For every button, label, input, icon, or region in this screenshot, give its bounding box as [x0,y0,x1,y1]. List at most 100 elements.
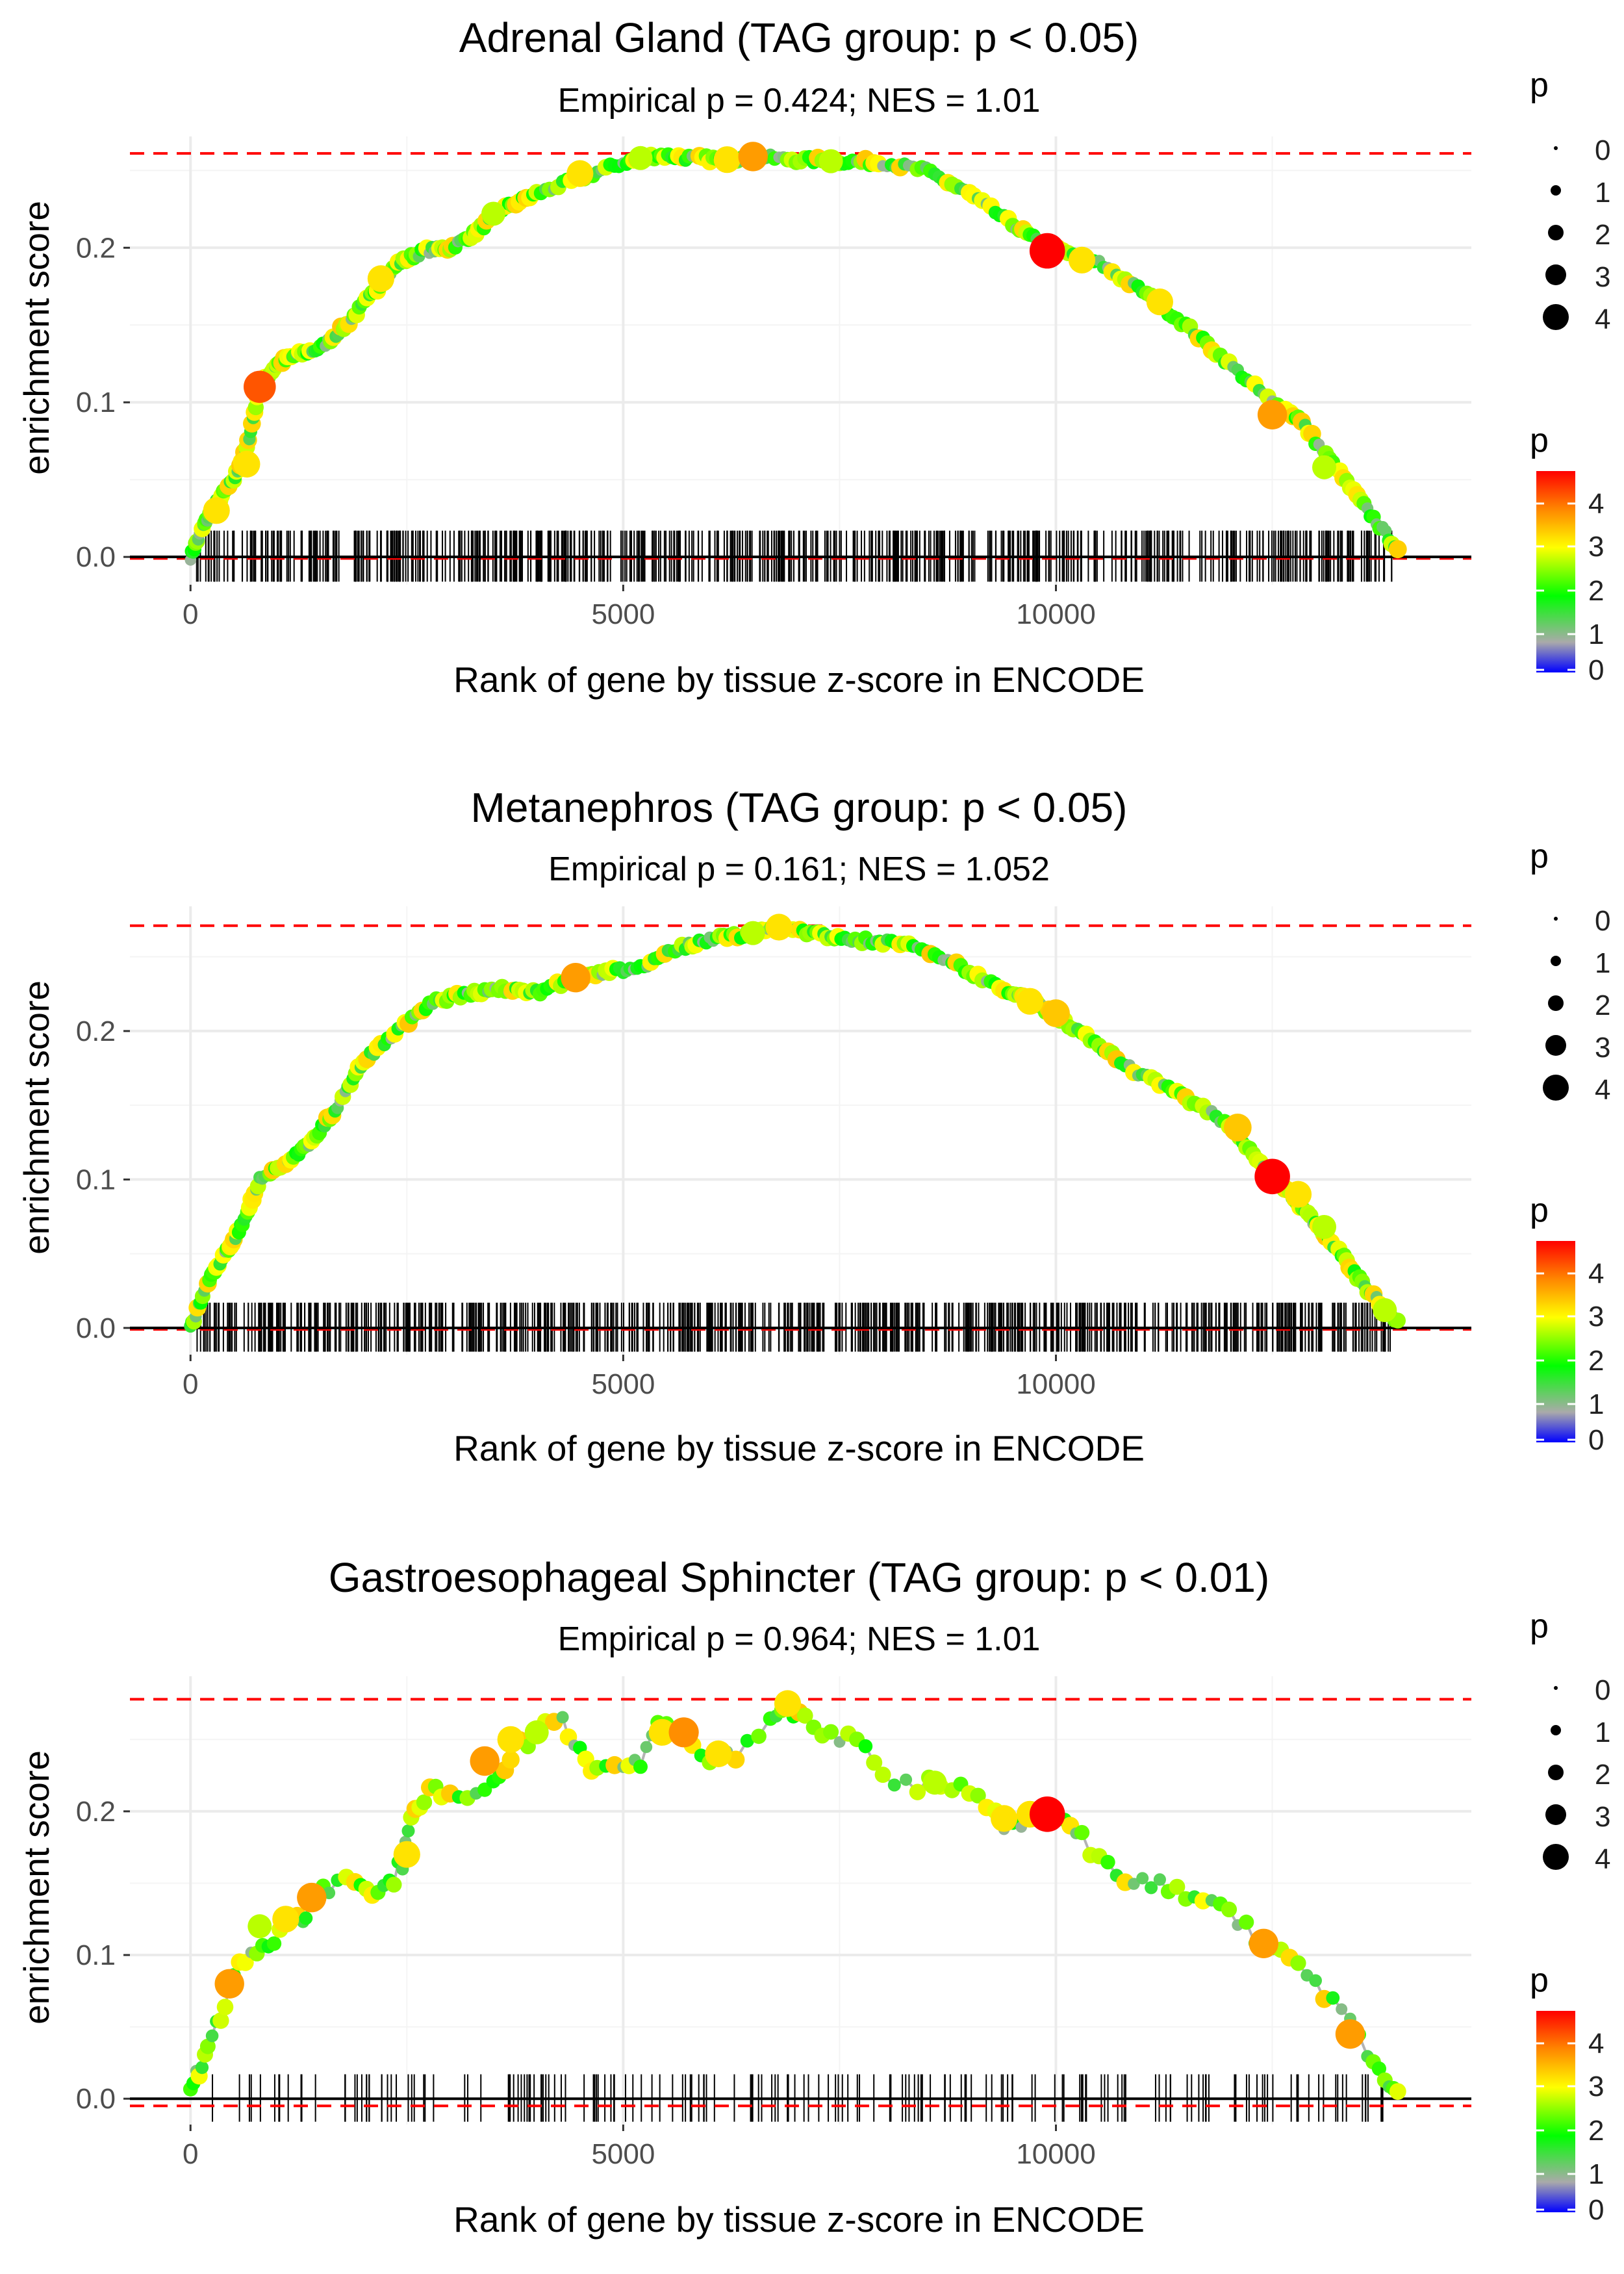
es-point [796,1707,813,1724]
size-legend-label: 2 [1595,1759,1610,1791]
size-legend-dot [1551,1725,1561,1735]
es-point [266,1936,282,1951]
size-legend-dot [1543,1075,1569,1101]
plot-area: 0 5000 10000 0.0 0.1 0.2 [76,1676,1471,2170]
es-point-highlight [1016,988,1044,1015]
size-legend: p 0 1 2 3 4 [1530,837,1610,1106]
y-tick-label: 0.2 [76,232,116,264]
es-point-highlight [648,1718,676,1746]
color-legend-label: 1 [1588,1388,1604,1420]
es-point-highlight [561,963,590,993]
es-point [633,1759,648,1774]
size-legend-dot [1554,917,1558,921]
plot-area: 0 5000 10000 0.0 0.1 0.2 [76,136,1471,630]
es-point [401,1824,415,1837]
size-legend: p 0 1 2 3 4 [1530,66,1610,335]
es-point-highlight [668,1717,699,1748]
es-point [416,1794,433,1811]
es-point [970,1787,986,1804]
chart-subtitle: Empirical p = 0.161; NES = 1.052 [548,850,1050,888]
es-point [199,2038,216,2054]
size-legend-label: 4 [1595,1843,1610,1875]
es-point-highlight [1312,455,1336,479]
color-legend-label: 4 [1588,1258,1604,1290]
color-legend-label: 2 [1588,2115,1604,2147]
es-point [1074,1824,1090,1841]
x-tick-label: 5000 [591,2138,655,2170]
es-point [205,2029,219,2043]
es-point [386,1876,402,1893]
size-legend-label: 0 [1595,905,1610,937]
es-point-highlight [991,1805,1018,1832]
chart-title: Adrenal Gland (TAG group: p < 0.05) [459,14,1139,61]
y-tick-label: 0.1 [76,1939,116,1971]
es-point [1371,2061,1386,2076]
size-legend-dot [1551,956,1561,966]
es-point-highlight [566,160,594,187]
color-bar [1536,1241,1575,1442]
es-point-highlight [1249,1928,1279,1958]
size-legend-title: p [1530,1607,1549,1645]
color-legend: p 4 3 2 1 0 [1530,1961,1604,2226]
color-legend-title: p [1530,422,1549,459]
es-point [1128,1878,1140,1890]
size-legend-label: 4 [1595,303,1610,335]
es-point [887,1778,901,1792]
es-point-highlight [818,149,843,173]
size-legend-dot [1545,1035,1566,1056]
y-axis-label: enrichment score [16,201,57,475]
es-point-highlight [524,1720,549,1744]
color-legend-label: 2 [1588,1345,1604,1377]
panel-adrenal-gland: Adrenal Gland (TAG group: p < 0.05) Empi… [16,14,1610,700]
es-point [236,1954,254,1971]
color-legend-label: 1 [1588,2158,1604,2190]
es-point-highlight [1254,1158,1290,1195]
chart-title: Metanephros (TAG group: p < 0.05) [471,784,1128,831]
size-legend-dot [1548,1765,1564,1780]
size-legend-dot [1543,1844,1569,1870]
x-tick-label: 10000 [1016,1368,1095,1400]
es-point [216,1999,234,2015]
es-point [640,1741,653,1754]
x-tick-label: 10000 [1016,2138,1095,2170]
size-legend: p 0 1 2 3 4 [1530,1607,1610,1875]
es-point-highlight [1335,2019,1365,2049]
color-legend-label: 4 [1588,488,1604,520]
size-legend-dot [1554,1686,1558,1690]
color-legend: p 4 3 2 1 0 [1530,1192,1604,1456]
size-legend-label: 2 [1595,990,1610,1021]
size-legend-dot [1554,146,1558,150]
size-legend-title: p [1530,66,1549,104]
size-legend-label: 1 [1595,177,1610,209]
size-legend-label: 2 [1595,219,1610,251]
es-point-highlight [470,1746,500,1776]
es-point-highlight [1042,999,1070,1027]
size-legend-label: 4 [1595,1074,1610,1106]
color-legend-label: 0 [1588,1424,1604,1456]
es-point [1290,1955,1306,1971]
es-point [751,1728,767,1744]
es-point [1389,2083,1406,2101]
es-point [195,2061,209,2075]
es-point-highlight [741,921,765,945]
es-point-highlight [774,1690,802,1717]
color-legend-label: 3 [1588,531,1604,563]
color-legend-title: p [1530,1961,1549,1999]
plot-area: 0 5000 10000 0.0 0.1 0.2 [76,906,1471,1400]
es-point-highlight [713,146,741,173]
es-point [1153,1873,1166,1886]
es-point-highlight [705,1740,732,1767]
y-axis-label: enrichment score [16,1750,57,2025]
color-legend-label: 4 [1588,2028,1604,2060]
es-point-highlight [1257,400,1288,429]
es-point [1309,1974,1322,1987]
color-legend-label: 2 [1588,575,1604,607]
es-point-highlight [203,497,230,524]
es-point-highlight [1146,288,1173,316]
size-legend-label: 0 [1595,134,1610,166]
color-legend-label: 3 [1588,2071,1604,2102]
es-point [212,2012,229,2029]
color-legend: p 4 3 2 1 0 [1530,422,1604,686]
es-point-highlight [1029,233,1065,269]
